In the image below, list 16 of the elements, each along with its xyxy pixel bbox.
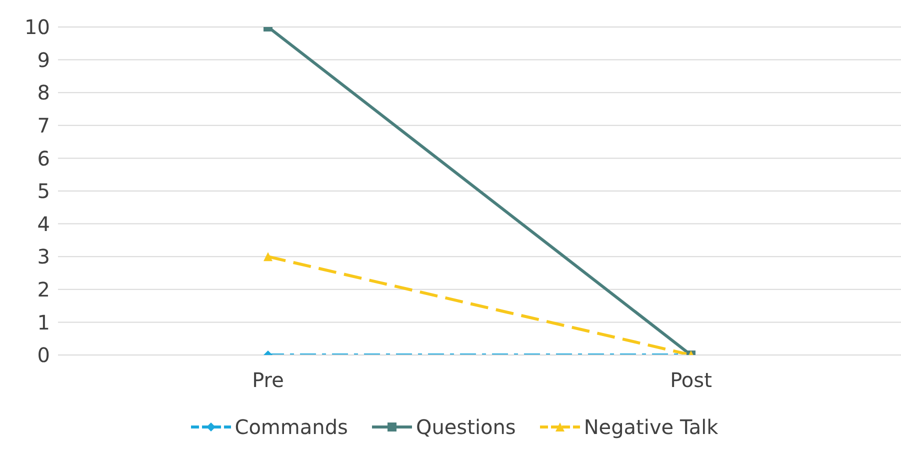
legend-label: Commands [234, 415, 348, 439]
y-tick-label: 10 [24, 15, 50, 40]
y-tick-label: 9 [37, 48, 50, 72]
x-tick-label: Post [670, 368, 712, 392]
y-tick-label: 3 [37, 244, 50, 269]
y-tick-label: 1 [37, 310, 50, 334]
y-tick-label: 2 [37, 278, 50, 302]
legend-label: Negative Talk [582, 415, 718, 439]
y-tick-label: 0 [37, 343, 50, 368]
y-tick-label: 5 [37, 179, 50, 204]
x-tick-label: Pre [252, 368, 284, 392]
y-tick-label: 8 [37, 80, 50, 105]
legend-label: Questions [414, 415, 516, 439]
y-tick-label: 7 [37, 114, 50, 138]
y-tick-label: 6 [37, 146, 50, 170]
y-tick-label: 4 [37, 212, 50, 236]
